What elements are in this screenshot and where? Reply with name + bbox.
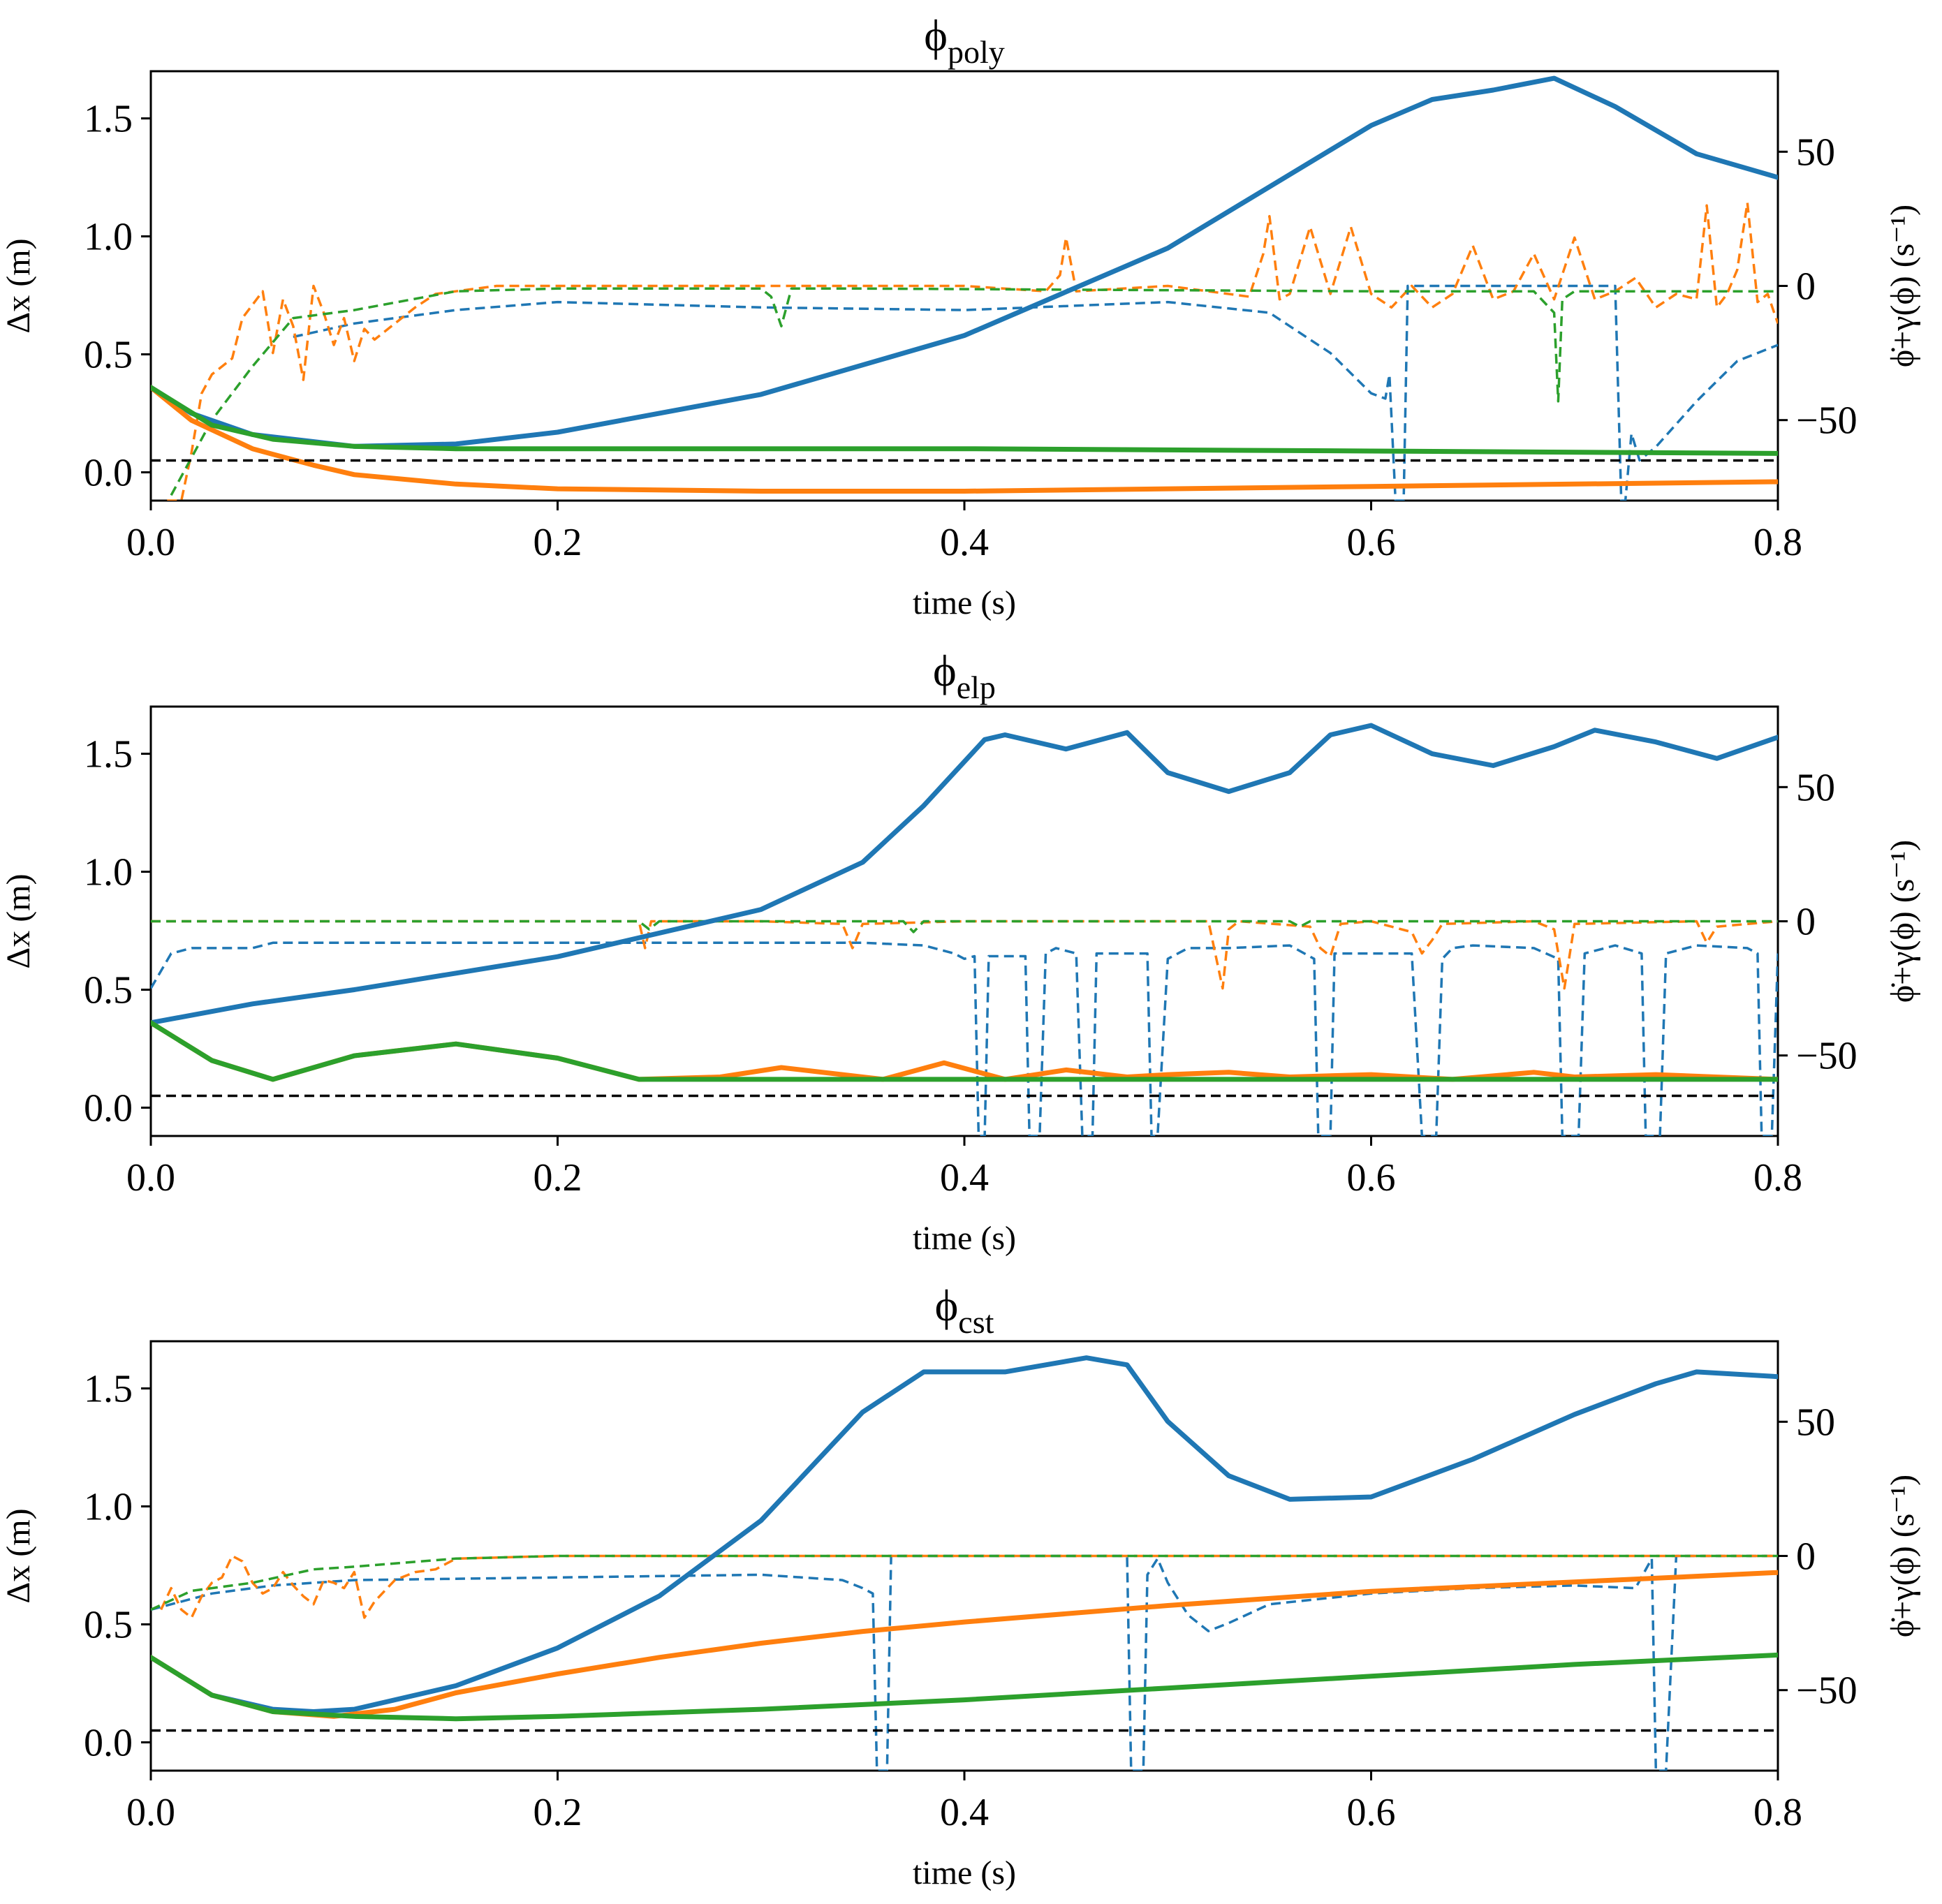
series-dx_green (151, 1020, 1778, 1082)
y-left-tick-label: 0.5 (84, 1603, 133, 1646)
y-right-tick-label: 0 (1796, 265, 1816, 309)
y-right-axis-label: ϕ̇+γ(ϕ) (s⁻¹) (1884, 1475, 1921, 1637)
x-tick-label: 0.8 (1753, 1156, 1802, 1200)
title-symbol: ϕ (924, 10, 948, 60)
panel-poly: ϕpoly 0.0 0.2 0.4 0.6 0.8 time (s) 0.0 0.5 1.0 1.5… (0, 10, 1921, 621)
x-tick-label: 0.6 (1347, 1791, 1396, 1834)
y-right-axis-label: ϕ̇+γ(ϕ) (s⁻¹) (1884, 840, 1921, 1003)
series-rate_blue (293, 284, 1778, 501)
title-subscript: elp (957, 670, 996, 705)
y-left-tick-label: 0.0 (84, 451, 133, 494)
y-left-tick-label: 1.0 (84, 851, 133, 894)
y-right-tick-label: 0 (1796, 1535, 1816, 1579)
x-axis-label: time (s) (913, 584, 1016, 621)
y-left-axis-label: Δx (m) (0, 873, 37, 968)
y-right-axis-label: ϕ̇+γ(ϕ) (s⁻¹) (1884, 205, 1921, 367)
series-rate_green (151, 1554, 1778, 1611)
series-dx_green (151, 1652, 1778, 1722)
x-tick-label: 0.2 (534, 1156, 582, 1200)
y-left-tick-label: 1.5 (84, 98, 133, 141)
title-symbol: ϕ (933, 646, 957, 695)
y-left-tick-label: 1.5 (84, 733, 133, 776)
y-right-tick-label: −50 (1796, 1669, 1858, 1713)
plot-area (151, 75, 1778, 501)
x-tick-label: 0.2 (534, 521, 582, 564)
plot-area (151, 723, 1778, 1136)
x-tick-label: 0.6 (1347, 521, 1396, 564)
y-right-tick-label: −50 (1796, 1035, 1858, 1078)
series-rate_orange (151, 920, 1778, 990)
series-dx_blue (151, 75, 1778, 449)
series-dx_green (151, 385, 1778, 456)
series-rate_blue (151, 1554, 1778, 1771)
series-rate_orange (160, 1554, 1778, 1619)
title-subscript: cst (958, 1304, 994, 1340)
y-right-tick-label: 50 (1796, 131, 1835, 174)
x-tick-label: 0.8 (1753, 521, 1802, 564)
panel-cst: ϕcst 0.0 0.2 0.4 0.6 0.8 time (s) 0.0 0.5 1.0 1.5 Δ… (0, 1281, 1921, 1891)
title-subscript: poly (948, 34, 1005, 70)
series-rate_orange (167, 201, 1778, 501)
x-tick-label: 0.8 (1753, 1791, 1802, 1834)
chart-title: ϕelp (933, 646, 996, 705)
chart-title: ϕpoly (924, 10, 1004, 70)
x-axis-label: time (s) (913, 1854, 1016, 1891)
x-tick-label: 0.4 (940, 1791, 989, 1834)
series-rate_blue (151, 941, 1778, 1136)
x-tick-label: 0.0 (126, 1791, 175, 1834)
y-right-tick-label: −50 (1796, 399, 1858, 443)
x-tick-label: 0.6 (1347, 1156, 1396, 1200)
y-left-tick-label: 1.0 (84, 216, 133, 259)
y-right-tick-label: 50 (1796, 766, 1835, 809)
title-symbol: ϕ (935, 1281, 959, 1330)
y-left-axis-label: Δx (m) (0, 238, 37, 333)
y-right-tick-label: 50 (1796, 1401, 1835, 1444)
y-left-tick-label: 0.5 (84, 968, 133, 1012)
y-left-tick-label: 1.0 (84, 1486, 133, 1529)
y-left-tick-label: 0.0 (84, 1086, 133, 1130)
y-left-axis-label: Δx (m) (0, 1508, 37, 1603)
y-left-tick-label: 0.0 (84, 1721, 133, 1764)
series-dx_orange (151, 385, 1778, 494)
series-dx_blue (151, 723, 1778, 1026)
x-tick-label: 0.2 (534, 1791, 582, 1834)
x-tick-label: 0.0 (126, 1156, 175, 1200)
chart-title: ϕcst (935, 1281, 994, 1340)
series-rate_green (170, 287, 1778, 496)
x-tick-label: 0.4 (940, 1156, 989, 1200)
y-left-tick-label: 0.5 (84, 333, 133, 376)
series-dx_orange (151, 1570, 1778, 1719)
x-axis-label: time (s) (913, 1220, 1016, 1257)
x-tick-label: 0.0 (126, 521, 175, 564)
y-left-tick-label: 1.5 (84, 1368, 133, 1411)
series-dx_blue (151, 1355, 1778, 1714)
panel-elp: ϕelp 0.0 0.2 0.4 0.6 0.8 time (s) 0.0 0.5 1.0 1.5 Δ… (0, 646, 1921, 1257)
series-rate_green (151, 920, 1778, 933)
plot-area (151, 1355, 1778, 1771)
y-right-tick-label: 0 (1796, 901, 1816, 944)
x-tick-label: 0.4 (940, 521, 989, 564)
